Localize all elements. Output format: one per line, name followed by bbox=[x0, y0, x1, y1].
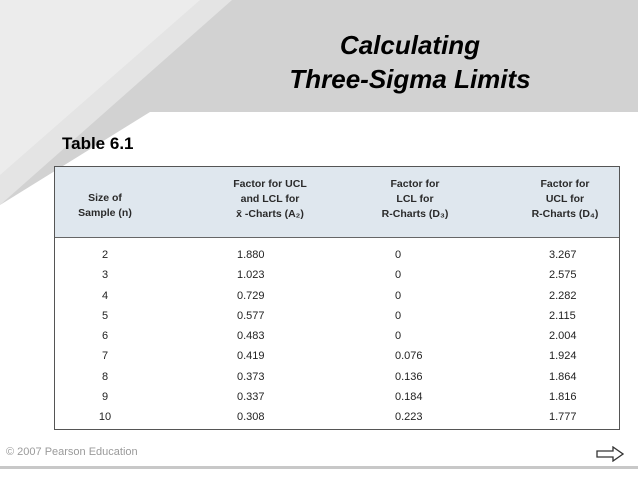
cell-a2: 1.023 bbox=[237, 269, 265, 282]
cell-d3: 0.223 bbox=[395, 411, 423, 424]
cell-d4: 2.282 bbox=[549, 289, 577, 302]
header-line: Factor for bbox=[390, 178, 440, 190]
right-arrow-icon[interactable] bbox=[596, 446, 624, 462]
cell-d3: 0 bbox=[395, 330, 402, 343]
header-a2: Factor for UCL and LCL for x̄ -Charts (A… bbox=[205, 177, 335, 222]
table-row: 5 0.577 0 2.115 bbox=[55, 306, 619, 326]
cell-d4: 2.004 bbox=[549, 330, 577, 343]
header-d3: Factor for LCL for R-Charts (D₃) bbox=[355, 177, 475, 222]
cell-n: 6 bbox=[101, 330, 109, 343]
cell-d3: 0 bbox=[395, 269, 402, 282]
cell-d3: 0 bbox=[395, 289, 402, 302]
table-row: 4 0.729 0 2.282 bbox=[55, 286, 619, 306]
header-line: and LCL for bbox=[240, 193, 300, 205]
table-row: 9 0.337 0.184 1.816 bbox=[55, 387, 619, 407]
table-caption: Table 6.1 bbox=[62, 134, 134, 153]
cell-a2: 0.729 bbox=[237, 289, 265, 302]
cell-d4: 1.924 bbox=[549, 350, 577, 363]
title-line-2: Three-Sigma Limits bbox=[289, 64, 531, 94]
table-row: 2 1.880 0 3.267 bbox=[55, 245, 619, 265]
header-line: UCL for bbox=[545, 193, 585, 205]
copyright-footer: © 2007 Pearson Education bbox=[6, 446, 138, 458]
cell-n: 10 bbox=[98, 411, 112, 424]
cell-a2: 0.308 bbox=[237, 411, 265, 424]
slide-title: Calculating Three-Sigma Limits bbox=[240, 28, 580, 96]
cell-a2: 0.483 bbox=[237, 330, 265, 343]
cell-d4: 2.115 bbox=[549, 309, 576, 322]
table-header: Size of Sample (n) Factor for UCL and LC… bbox=[55, 167, 619, 238]
table-row: 6 0.483 0 2.004 bbox=[55, 326, 619, 346]
header-line: Factor for bbox=[540, 178, 590, 190]
cell-n: 8 bbox=[101, 370, 109, 383]
cell-a2: 0.419 bbox=[237, 350, 265, 363]
header-line: Size of bbox=[88, 192, 122, 204]
header-line: Factor for UCL bbox=[233, 178, 307, 190]
header-sample-size: Size of Sample (n) bbox=[65, 191, 145, 221]
cell-a2: 1.880 bbox=[237, 249, 265, 261]
header-d4: Factor for UCL for R-Charts (D₄) bbox=[505, 177, 625, 222]
header-line: R-Charts (D₄) bbox=[531, 208, 599, 220]
cell-n: 2 bbox=[101, 249, 109, 261]
header-line: LCL for bbox=[396, 193, 434, 205]
cell-d3: 0.076 bbox=[395, 350, 423, 363]
table-row: 7 0.419 0.076 1.924 bbox=[55, 346, 619, 366]
header-line: R-Charts (D₃) bbox=[381, 208, 449, 220]
cell-d4: 3.267 bbox=[549, 249, 577, 261]
cell-a2: 0.373 bbox=[237, 370, 265, 383]
cell-d4: 1.777 bbox=[549, 411, 577, 424]
cell-n: 4 bbox=[101, 289, 109, 302]
title-line-1: Calculating bbox=[339, 30, 481, 60]
cell-d3: 0 bbox=[395, 309, 402, 322]
cell-d4: 1.864 bbox=[549, 370, 577, 383]
cell-d4: 2.575 bbox=[549, 269, 577, 282]
cell-d3: 0 bbox=[395, 249, 402, 261]
cell-a2: 0.337 bbox=[237, 391, 265, 404]
table-row: 10 0.308 0.223 1.777 bbox=[55, 407, 619, 427]
cell-n: 9 bbox=[101, 391, 109, 404]
table-row: 3 1.023 0 2.575 bbox=[55, 265, 619, 285]
cell-d4: 1.816 bbox=[549, 391, 577, 404]
header-line: x̄ -Charts (A₂) bbox=[236, 208, 304, 220]
table-row: 8 0.373 0.136 1.864 bbox=[55, 367, 619, 387]
factors-table: Size of Sample (n) Factor for UCL and LC… bbox=[54, 166, 620, 430]
cell-n: 5 bbox=[101, 309, 109, 322]
footer-divider bbox=[0, 466, 638, 469]
cell-d3: 0.136 bbox=[395, 370, 423, 383]
cell-n: 7 bbox=[101, 350, 109, 363]
cell-a2: 0.577 bbox=[237, 309, 265, 322]
header-line: Sample (n) bbox=[78, 207, 132, 219]
table-body: 2 1.880 0 3.267 3 1.023 0 2.575 4 0.729 … bbox=[55, 245, 619, 428]
cell-n: 3 bbox=[101, 269, 109, 282]
cell-d3: 0.184 bbox=[395, 391, 423, 404]
